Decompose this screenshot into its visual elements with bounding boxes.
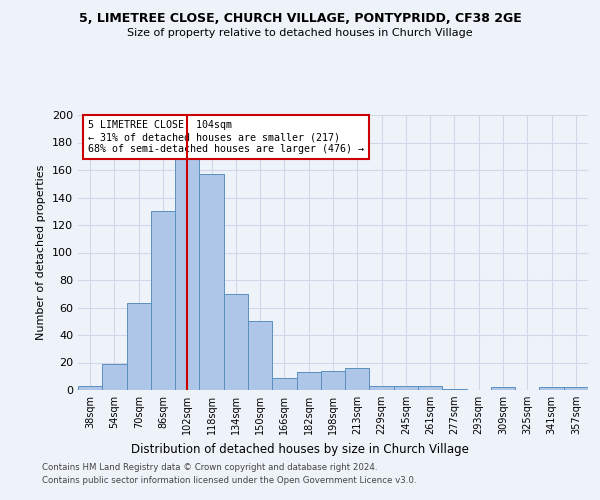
Text: 5 LIMETREE CLOSE: 104sqm
← 31% of detached houses are smaller (217)
68% of semi-: 5 LIMETREE CLOSE: 104sqm ← 31% of detach… [88, 120, 364, 154]
Bar [248, 322, 272, 390]
Bar [539, 387, 564, 390]
Bar [78, 386, 102, 390]
Y-axis label: Number of detached properties: Number of detached properties [37, 165, 46, 340]
Bar [418, 386, 442, 390]
Bar [345, 368, 370, 390]
Bar [272, 378, 296, 390]
Bar [394, 386, 418, 390]
Bar [321, 371, 345, 390]
Bar [199, 174, 224, 390]
Bar [370, 386, 394, 390]
Text: Distribution of detached houses by size in Church Village: Distribution of detached houses by size … [131, 442, 469, 456]
Bar [491, 387, 515, 390]
Text: Contains HM Land Registry data © Crown copyright and database right 2024.: Contains HM Land Registry data © Crown c… [42, 464, 377, 472]
Bar [127, 304, 151, 390]
Bar [151, 211, 175, 390]
Bar [175, 159, 199, 390]
Bar [296, 372, 321, 390]
Text: Size of property relative to detached houses in Church Village: Size of property relative to detached ho… [127, 28, 473, 38]
Bar [442, 388, 467, 390]
Text: Contains public sector information licensed under the Open Government Licence v3: Contains public sector information licen… [42, 476, 416, 485]
Bar [102, 364, 127, 390]
Bar [224, 294, 248, 390]
Text: 5, LIMETREE CLOSE, CHURCH VILLAGE, PONTYPRIDD, CF38 2GE: 5, LIMETREE CLOSE, CHURCH VILLAGE, PONTY… [79, 12, 521, 26]
Bar [564, 387, 588, 390]
